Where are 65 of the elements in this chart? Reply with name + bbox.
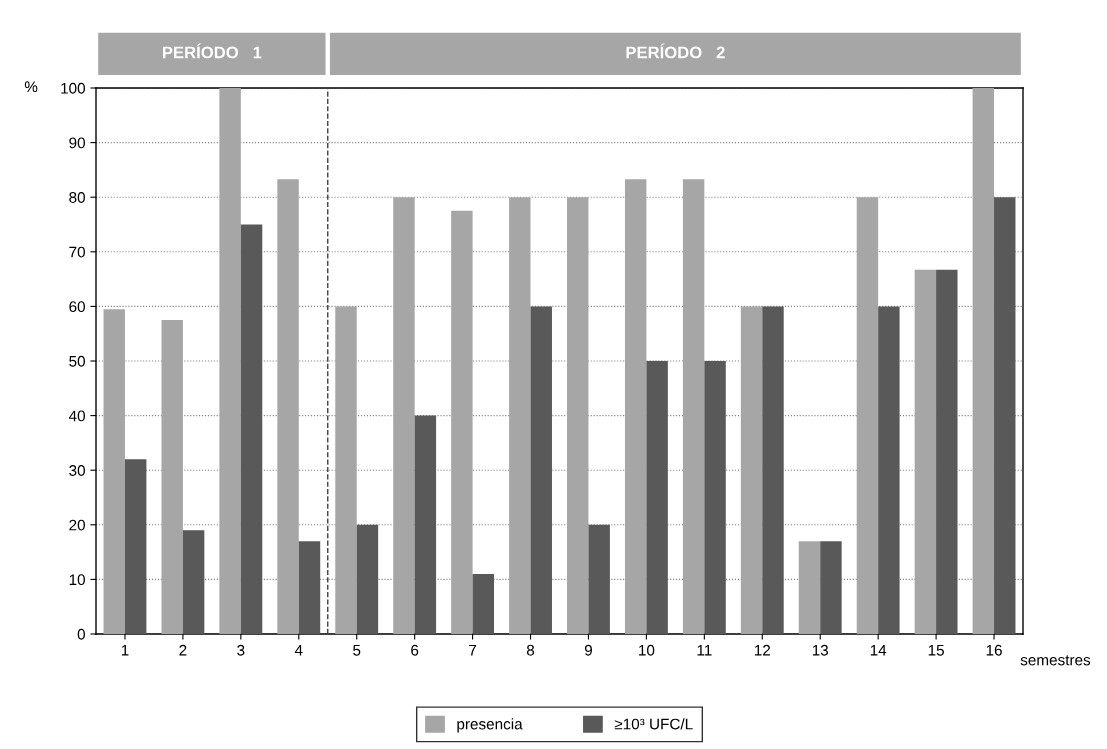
x-tick-label: 5 [353,644,361,656]
bar [161,320,183,634]
bar [567,197,589,634]
bar [878,306,900,634]
x-tick-label: 13 [812,644,829,656]
legend-label: ≥10³ UFC/L [614,718,693,730]
y-tick-label: 80 [69,192,85,203]
x-tick-label: 8 [526,644,535,656]
bar [588,524,610,634]
text: PERÍODO 1 [162,43,262,59]
bar [103,309,125,634]
y-tick-label: 30 [69,465,85,476]
x-tick-label: 16 [986,644,1002,656]
y-tick-label: 40 [68,410,85,422]
x-tick-label: 7 [469,644,477,656]
bar [356,524,379,634]
x-tick-label: 2 [179,644,187,656]
text: PERÍODO 2 [626,43,725,59]
x-tick-label: 10 [639,644,655,656]
bar [472,573,495,634]
y-tick-label: 90 [69,137,85,149]
y-tick-label: 60 [69,301,85,313]
bar [994,197,1016,634]
bar [682,179,705,634]
bar [124,459,147,634]
bar [646,361,668,634]
y-tick-label: 50 [69,355,85,367]
bar [530,306,552,634]
bar [704,361,726,634]
bar [335,306,357,634]
x-tick-label: 14 [870,644,887,656]
legend-label: presencia [457,718,523,733]
bar [972,88,995,634]
y-axis-title: % [24,81,38,93]
x-tick-label: 4 [294,644,303,656]
bar [182,530,205,634]
y-tick-label: 0 [77,628,85,640]
x-tick-label: 6 [411,644,419,656]
y-tick-label: 20 [69,519,85,531]
x-tick-label: 11 [697,644,712,656]
bar [451,210,473,634]
x-axis-title: semestres [1020,655,1091,666]
bar [298,541,321,634]
bar [914,269,937,634]
x-tick-label: 3 [237,644,245,656]
bar [798,541,821,634]
bar [624,179,647,634]
bar [509,197,531,634]
bar [414,415,437,634]
bar [740,306,763,634]
bar [936,269,958,634]
bar [820,541,842,634]
x-tick-label: 1 [121,644,129,656]
bar [219,88,241,634]
y-tick-label: 100 [61,82,85,94]
bar [277,179,299,634]
bar [393,197,415,634]
y-tick-label: 70 [69,246,85,258]
bar [762,306,784,634]
bar [856,197,879,634]
x-tick-label: 9 [584,644,592,656]
x-tick-label: 12 [754,644,771,656]
y-tick-label: 10 [69,574,85,586]
x-tick-label: 15 [928,644,944,656]
bar [240,224,263,634]
